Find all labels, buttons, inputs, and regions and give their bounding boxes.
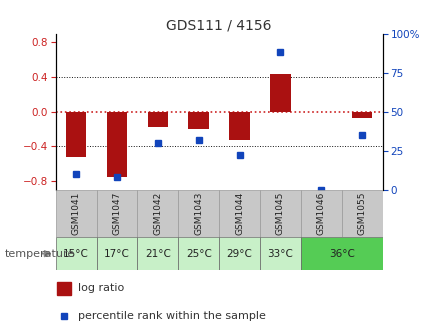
Bar xyxy=(148,112,168,127)
Text: GSM1044: GSM1044 xyxy=(235,192,244,235)
Title: GDS111 / 4156: GDS111 / 4156 xyxy=(166,18,272,33)
Bar xyxy=(66,112,86,157)
Text: 15°C: 15°C xyxy=(63,249,89,259)
Text: GSM1043: GSM1043 xyxy=(194,192,203,235)
Bar xyxy=(301,237,383,270)
Bar xyxy=(56,190,97,237)
Text: 29°C: 29°C xyxy=(227,249,253,259)
Text: GSM1041: GSM1041 xyxy=(72,192,81,235)
Text: 17°C: 17°C xyxy=(104,249,130,259)
Bar xyxy=(352,112,372,118)
Text: 36°C: 36°C xyxy=(329,249,355,259)
Text: GSM1042: GSM1042 xyxy=(154,192,162,235)
Bar xyxy=(229,112,250,140)
Bar xyxy=(270,74,291,112)
Text: GSM1046: GSM1046 xyxy=(317,192,326,235)
Text: percentile rank within the sample: percentile rank within the sample xyxy=(78,311,266,321)
Bar xyxy=(138,237,178,270)
Text: GSM1045: GSM1045 xyxy=(276,192,285,235)
Text: 21°C: 21°C xyxy=(145,249,171,259)
Bar xyxy=(107,112,127,177)
Bar xyxy=(260,190,301,237)
Bar xyxy=(56,237,97,270)
Text: GSM1047: GSM1047 xyxy=(113,192,121,235)
Bar xyxy=(178,237,219,270)
Text: log ratio: log ratio xyxy=(78,284,124,293)
Bar xyxy=(301,190,342,237)
Text: GSM1055: GSM1055 xyxy=(358,192,367,235)
Text: 25°C: 25°C xyxy=(186,249,212,259)
Text: temperature: temperature xyxy=(4,249,75,259)
Bar xyxy=(342,190,383,237)
Bar xyxy=(178,190,219,237)
Bar xyxy=(97,237,138,270)
Bar xyxy=(189,112,209,129)
Bar xyxy=(97,190,138,237)
Text: 33°C: 33°C xyxy=(267,249,293,259)
Bar xyxy=(57,282,71,295)
Bar xyxy=(138,190,178,237)
Bar xyxy=(219,237,260,270)
Bar xyxy=(219,190,260,237)
Bar xyxy=(260,237,301,270)
